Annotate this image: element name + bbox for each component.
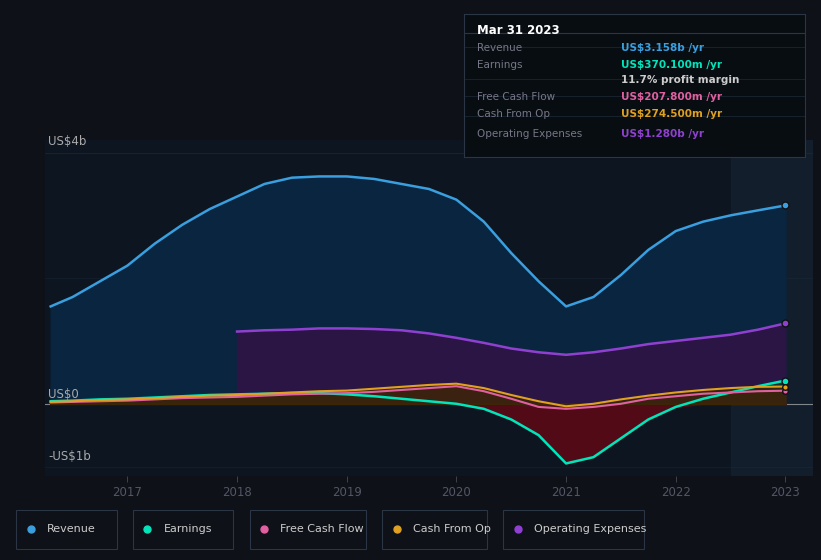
Text: US$274.500m /yr: US$274.500m /yr [621, 109, 722, 119]
Text: Revenue: Revenue [47, 524, 95, 534]
Text: US$0: US$0 [48, 388, 79, 400]
Text: US$4b: US$4b [48, 134, 87, 147]
Text: Free Cash Flow: Free Cash Flow [478, 92, 556, 102]
Text: US$207.800m /yr: US$207.800m /yr [621, 92, 722, 102]
Text: Operating Expenses: Operating Expenses [478, 129, 583, 139]
Text: Free Cash Flow: Free Cash Flow [280, 524, 364, 534]
Text: US$3.158b /yr: US$3.158b /yr [621, 43, 704, 53]
Bar [731, 140, 819, 476]
Text: US$1.280b /yr: US$1.280b /yr [621, 129, 704, 139]
Text: 11.7% profit margin: 11.7% profit margin [621, 74, 739, 85]
Text: Revenue: Revenue [478, 43, 523, 53]
Text: Cash From Op: Cash From Op [413, 524, 491, 534]
Text: Earnings: Earnings [478, 60, 523, 69]
Text: Mar 31 2023: Mar 31 2023 [478, 24, 560, 37]
Text: -US$1b: -US$1b [48, 450, 91, 464]
Text: US$370.100m /yr: US$370.100m /yr [621, 60, 722, 69]
Text: Operating Expenses: Operating Expenses [534, 524, 646, 534]
Text: Cash From Op: Cash From Op [478, 109, 551, 119]
Text: Earnings: Earnings [163, 524, 212, 534]
